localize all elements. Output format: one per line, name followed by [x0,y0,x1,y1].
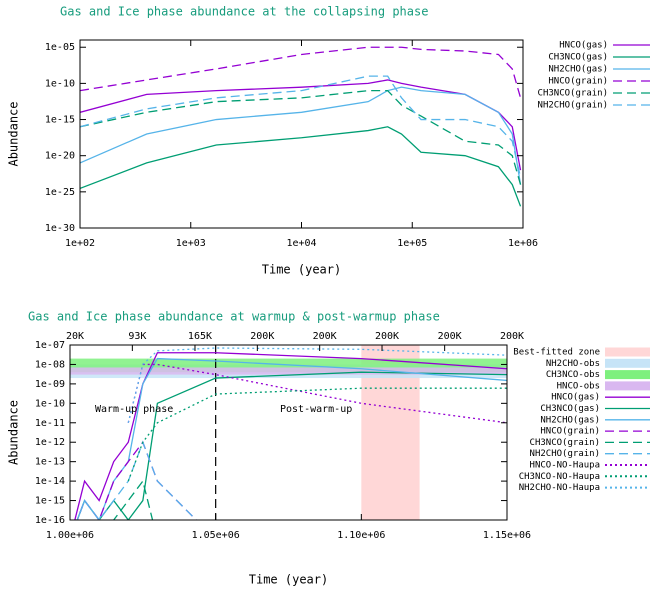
y-tick-label: 1e-25 [45,187,75,198]
series-line [80,126,522,207]
x-tick-label: 1.05e+06 [192,530,240,541]
plot-frame [69,344,508,521]
y-tick-label: 1e-14 [35,476,65,487]
plot-area [80,46,522,207]
legend-label: HNCO(grain) [540,427,600,437]
y-tick-label: 1e-30 [45,223,75,234]
y-tick-label: 1e-12 [35,437,65,448]
y-tick-label: 1e-15 [45,115,75,126]
series-line [80,75,522,178]
y-axis-label: Abundance [7,101,21,166]
legend-label: HNCO(gas) [559,41,608,51]
legend-label: Best-fitted zone [513,348,600,358]
series-line [76,371,507,520]
y-tick-label: 1e-10 [45,78,75,89]
obs-band [70,367,507,375]
x-axis-label: Time (year) [249,573,328,587]
x-tick-label: 1e+06 [508,238,538,249]
legend-swatch [605,347,650,357]
annotation: Post-warm-up [280,404,352,415]
series-line [76,357,507,520]
x-tick-label: 1e+05 [397,238,427,249]
legend-label: HNCO-NO-Haupa [530,461,600,471]
x-tick-label: 1e+02 [65,238,95,249]
legend-swatch [605,358,650,368]
chart-title: Gas and Ice phase abundance at the colla… [60,5,428,19]
series-line [74,352,507,520]
x-tick-label: 1.15e+06 [483,530,531,541]
plot-area [70,345,507,520]
x-tick-label: 1e+03 [176,238,206,249]
legend-label: NH2CHO-obs [546,359,600,369]
legend-label: NH2CHO(grain) [530,449,600,459]
y-tick-label: 1e-13 [35,457,65,468]
y-tick-label: 1e-16 [35,515,65,526]
annotation: Warm-up phase [95,404,173,415]
series-line [127,387,507,482]
x2-tick-label: 20K [66,331,84,342]
series-line [76,440,198,520]
legend-label: NH2CHO(gas) [540,415,600,425]
legend-label: CH3NCO(grain) [538,89,608,99]
series-line [127,347,507,423]
chart-title: Gas and Ice phase abundance at warmup & … [28,310,440,324]
legend-label: HNCO-obs [557,381,600,391]
y-tick-label: 1e-05 [45,42,75,53]
x-tick-label: 1.00e+06 [46,530,94,541]
x2-tick-label: 200K [313,331,337,342]
series-line [80,89,522,185]
legend-label: CH3NCO-obs [546,370,600,380]
x2-tick-label: 93K [128,331,146,342]
x2-tick-label: 200K [438,331,462,342]
y-tick-label: 1e-07 [35,340,65,351]
legend-label: NH2CHO(grain) [538,101,608,111]
y-tick-label: 1e-15 [35,496,65,507]
y-tick-label: 1e-11 [35,418,65,429]
legend-swatch [605,370,650,380]
y-tick-label: 1e-08 [35,359,65,370]
legend-label: CH3NCO(gas) [540,404,600,414]
x2-tick-label: 200K [250,331,274,342]
legend-label: NH2CHO(gas) [548,65,608,75]
x2-tick-label: 200K [375,331,399,342]
legend-label: CH3NCO(grain) [530,438,600,448]
chart: Gas and Ice phase abundance at the colla… [7,5,650,277]
legend-label: HNCO(grain) [548,77,608,87]
legend-swatch [605,381,650,391]
series-line [80,46,522,99]
legend-label: CH3NCO-NO-Haupa [519,472,600,482]
legend-label: NH2CHO-NO-Haupa [519,483,600,493]
x-axis-label: Time (year) [262,263,341,277]
x2-tick-label: 200K [500,331,524,342]
y-tick-label: 1e-09 [35,379,65,390]
legend-label: HNCO(gas) [551,393,600,403]
legend-label: CH3NCO(gas) [548,53,608,63]
chart: Gas and Ice phase abundance at warmup & … [7,310,650,587]
y-tick-label: 1e-10 [35,398,65,409]
x2-tick-label: 165K [188,331,212,342]
series-line [80,86,522,185]
x-tick-label: 1e+04 [286,238,316,249]
y-axis-label: Abundance [7,400,21,465]
y-tick-label: 1e-20 [45,151,75,162]
x-tick-label: 1.10e+06 [337,530,385,541]
